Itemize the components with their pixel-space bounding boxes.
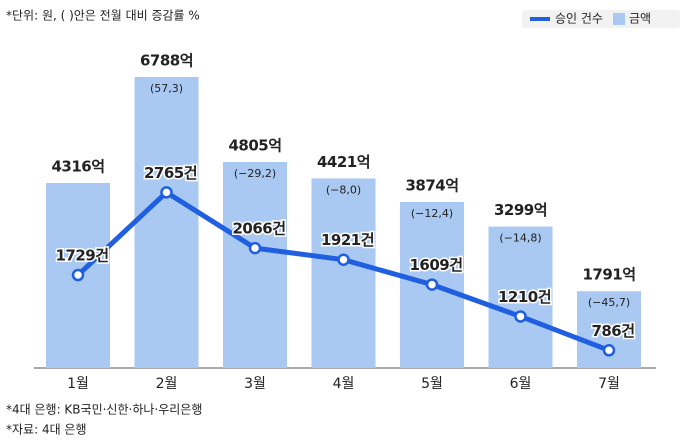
line-point [425,278,439,291]
unit-note: *단위: 원, ( )안은 전월 대비 증감률 % [6,9,200,23]
legend-box [522,10,680,28]
line-point [71,268,85,282]
footnote: *자료: 4대 은행 [6,422,87,437]
x-tick-label: 7월 [598,376,620,392]
bar-value-label: 4316억 [51,157,104,175]
line-value-label: 2765건 [144,164,197,182]
bar [488,226,553,368]
legend-swatch [613,13,625,25]
line-value-label: 786건 [591,322,634,340]
x-tick-label: 6월 [510,376,532,392]
change-label: (−45,7) [588,296,630,309]
line-point [337,253,350,266]
x-tick-label: 3월 [244,376,266,392]
change-label: (57,3) [150,82,183,95]
bar-value-label: 4805억 [228,137,281,155]
x-tick-label: 2월 [156,376,178,392]
change-label: (−12,4) [411,207,453,220]
line-point [514,310,527,323]
line-value-label: 1210건 [498,288,551,306]
line-value-label: 1921건 [321,231,374,249]
line-value-label: 2066건 [232,220,285,238]
change-label: (−8,0) [326,183,361,196]
bar-value-label: 3299억 [494,201,547,219]
line-point [248,241,262,255]
x-tick-label: 4월 [333,376,355,392]
bar-value-label: 6788억 [140,52,193,70]
bar-value-label: 3874억 [405,176,458,194]
legend-label: 승인 건수 [555,12,603,26]
line-point [160,186,173,199]
x-tick-label: 5월 [421,376,443,392]
bar [223,162,287,368]
line-value-label: 1729건 [55,247,108,265]
legend-label: 금액 [629,12,651,26]
x-tick-label: 1월 [67,376,89,392]
change-label: (−29,2) [234,167,276,180]
bar-value-label: 1791억 [582,266,635,284]
bar [311,178,376,368]
bar-value-label: 4421억 [317,153,370,171]
footnote: *4대 은행: KB국민·신한·하나·우리은행 [6,402,202,417]
bar [134,77,199,368]
change-label: (−14,8) [499,232,541,245]
line-value-label: 1609건 [409,256,462,274]
line-point [602,344,616,357]
